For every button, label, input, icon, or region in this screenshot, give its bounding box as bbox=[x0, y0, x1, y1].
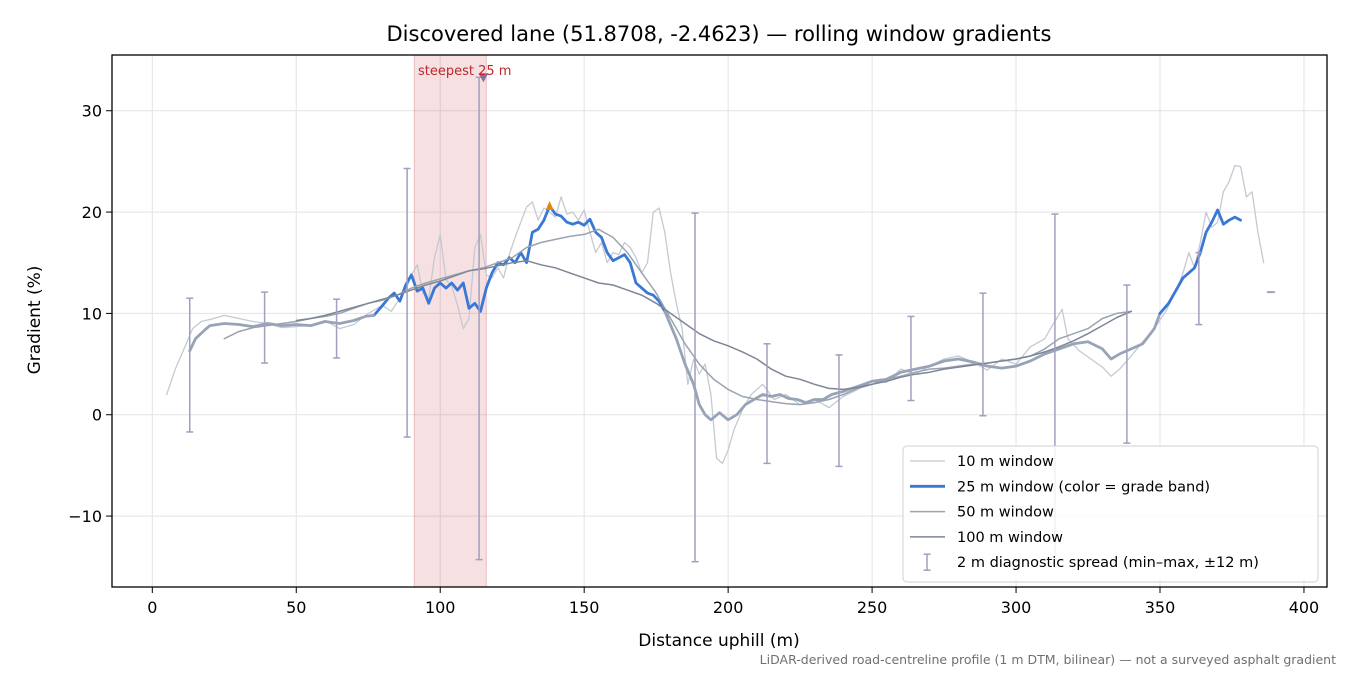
legend-item: 10 m window bbox=[910, 454, 1054, 470]
x-tick-label: 250 bbox=[857, 598, 888, 617]
error-bar bbox=[691, 212, 699, 563]
legend-label: 100 m window bbox=[957, 530, 1063, 546]
footnote: LiDAR-derived road-centreline profile (1… bbox=[760, 652, 1336, 667]
steepest-band bbox=[413, 54, 487, 588]
peak-marker bbox=[545, 200, 554, 210]
x-tick-label: 100 bbox=[425, 598, 456, 617]
y-tick-label: 0 bbox=[92, 406, 102, 425]
legend-item: 2 m diagnostic spread (min–max, ±12 m) bbox=[923, 553, 1259, 571]
steepest-band-rect bbox=[413, 54, 487, 588]
x-tick-label: 400 bbox=[1289, 598, 1320, 617]
y-tick-label: −10 bbox=[68, 507, 102, 526]
legend: 10 m window 25 m window (color = grade ba… bbox=[902, 445, 1319, 583]
legend-box bbox=[902, 445, 1319, 583]
series-lines bbox=[166, 164, 1265, 465]
series-line-2 bbox=[188, 314, 376, 353]
y-tick-label: 30 bbox=[82, 102, 102, 121]
error-bar bbox=[907, 315, 915, 402]
x-axis-label: Distance uphill (m) bbox=[638, 631, 799, 651]
x-tick-label: 200 bbox=[713, 598, 744, 617]
error-bar bbox=[835, 354, 843, 468]
x-tick-label: 150 bbox=[569, 598, 600, 617]
error-bar bbox=[763, 343, 771, 465]
series-line-0 bbox=[166, 164, 1265, 465]
y-axis-label: Gradient (%) bbox=[25, 266, 45, 375]
plot-frame bbox=[111, 54, 1328, 588]
legend-label: 50 m window bbox=[957, 505, 1054, 521]
x-tick-label: 300 bbox=[1001, 598, 1032, 617]
x-tick-label: 0 bbox=[147, 598, 157, 617]
y-ticks: −10 0 10 20 30 bbox=[68, 102, 112, 526]
legend-item: 100 m window bbox=[910, 530, 1063, 546]
x-tick-label: 50 bbox=[286, 598, 306, 617]
chart-title: Discovered lane (51.8708, -2.4623) — rol… bbox=[387, 22, 1052, 46]
error-bar bbox=[333, 298, 341, 359]
error-bar bbox=[979, 292, 987, 417]
series-line-1 bbox=[372, 204, 667, 317]
error-bar bbox=[186, 297, 194, 433]
series-line-4 bbox=[1158, 208, 1242, 315]
series-line-3 bbox=[663, 310, 1162, 422]
error-bar bbox=[1195, 251, 1203, 326]
steepest-label: steepest 25 m bbox=[418, 64, 511, 79]
markers bbox=[478, 73, 554, 210]
y-tick-label: 20 bbox=[82, 203, 102, 222]
y-tick-label: 10 bbox=[82, 304, 102, 323]
error-bar bbox=[1123, 284, 1131, 444]
steepest-marker bbox=[478, 73, 489, 83]
legend-item: 50 m window bbox=[910, 505, 1054, 521]
legend-label: 25 m window (color = grade band) bbox=[957, 479, 1210, 495]
legend-item: 25 m window (color = grade band) bbox=[910, 479, 1210, 495]
error-bar bbox=[261, 291, 269, 364]
x-ticks: 0 50 100 150 200 250 300 350 400 bbox=[147, 587, 1319, 617]
series-line-6 bbox=[295, 259, 1132, 391]
error-bar bbox=[403, 167, 411, 438]
legend-label: 10 m window bbox=[957, 454, 1054, 470]
x-tick-label: 350 bbox=[1145, 598, 1176, 617]
legend-label: 2 m diagnostic spread (min–max, ±12 m) bbox=[957, 555, 1259, 571]
